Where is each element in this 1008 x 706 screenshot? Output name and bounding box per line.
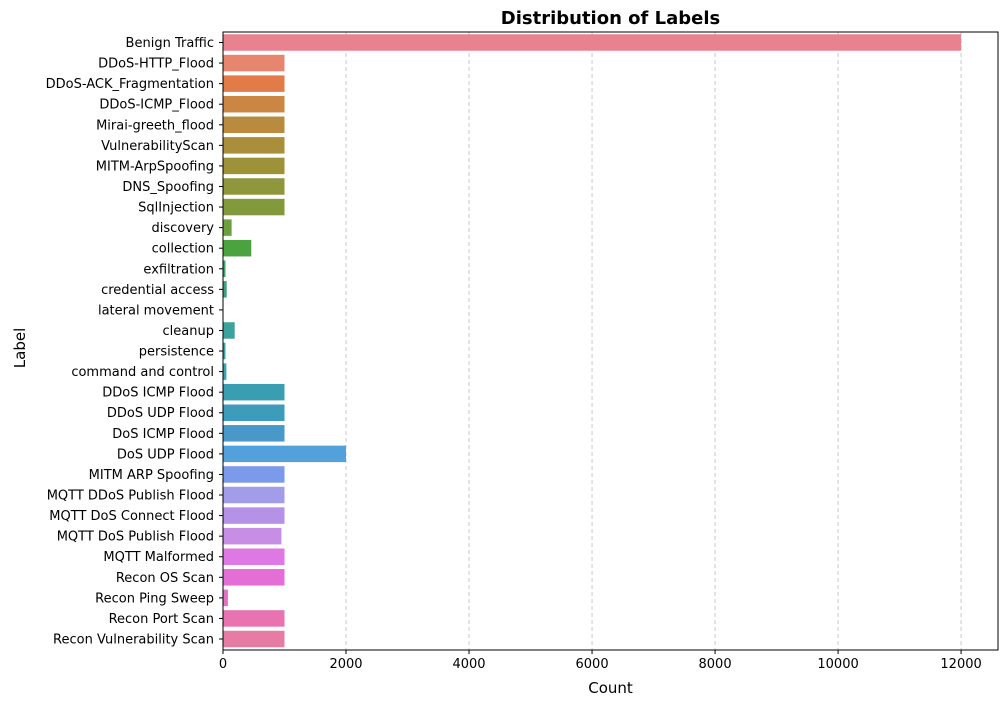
y-tick-label: DNS_Spoofing <box>122 180 214 195</box>
bar <box>223 610 285 627</box>
y-tick-label: Benign Traffic <box>126 36 214 51</box>
y-tick-label: Recon Ping Sweep <box>95 591 214 606</box>
bar <box>223 54 285 72</box>
y-tick-label: MITM-ArpSpoofing <box>96 159 214 174</box>
bar <box>223 507 285 524</box>
bar <box>223 425 285 442</box>
x-axis: 0 2000 4000 6000 8000 10000 12000 <box>219 650 982 672</box>
x-tick-label: 4000 <box>452 657 485 672</box>
chart-title: Distribution of Labels <box>501 8 720 29</box>
bar <box>223 157 285 175</box>
y-tick-label: DDoS-ICMP_Flood <box>99 98 214 113</box>
x-axis-title: Count <box>588 679 633 697</box>
y-tick-label: MQTT DDoS Publish Flood <box>47 489 214 504</box>
bar <box>223 527 282 545</box>
bars <box>223 34 962 648</box>
y-tick-label: DDoS-ACK_Fragmentation <box>46 77 214 92</box>
x-tick-label: 10000 <box>817 657 858 672</box>
bar <box>223 569 285 586</box>
y-tick-label: MQTT Malformed <box>103 550 214 565</box>
bar <box>223 75 285 92</box>
bar <box>223 281 227 298</box>
y-tick-label: Recon Vulnerability Scan <box>53 633 214 648</box>
y-axis-title: Label <box>11 328 29 368</box>
bar <box>223 178 285 195</box>
y-tick-label: MQTT DoS Publish Flood <box>57 530 214 545</box>
y-tick-label: MQTT DoS Connect Flood <box>49 509 214 524</box>
y-tick-label: DDoS-HTTP_Flood <box>98 57 214 72</box>
bar <box>223 404 285 421</box>
y-tick-label: Recon OS Scan <box>116 571 214 586</box>
bar <box>223 630 285 648</box>
y-tick-label: persistence <box>139 345 214 360</box>
y-tick-label: DDoS ICMP Flood <box>102 386 214 401</box>
x-tick-label: 6000 <box>576 657 609 672</box>
x-tick-label: 2000 <box>329 657 362 672</box>
y-tick-label: cleanup <box>163 324 214 339</box>
y-axis: Benign Traffic DDoS-HTTP_Flood DDoS-ACK_Fr… <box>46 36 223 648</box>
y-tick-label: collection <box>152 242 214 257</box>
y-tick-label: DoS UDP Flood <box>117 447 214 462</box>
y-tick-label: lateral movement <box>98 303 214 318</box>
y-tick-label: Recon Port Scan <box>109 612 214 627</box>
y-tick-label: exfiltration <box>143 262 214 277</box>
bar <box>223 137 285 154</box>
y-tick-label: MITM ARP Spoofing <box>89 468 214 483</box>
y-tick-label: DoS ICMP Flood <box>112 427 214 442</box>
bar <box>223 198 285 216</box>
y-tick-label: VulnerabilityScan <box>101 139 214 154</box>
bar <box>223 260 226 278</box>
bar <box>223 34 962 51</box>
bar <box>223 363 227 380</box>
y-tick-label: SqlInjection <box>138 201 214 216</box>
x-tick-label: 12000 <box>940 657 981 672</box>
bar <box>223 383 285 401</box>
gridlines <box>345 32 962 650</box>
x-tick-label: 8000 <box>699 657 732 672</box>
bar <box>223 219 232 236</box>
bar <box>223 322 235 339</box>
plot-frame <box>222 31 999 651</box>
bar <box>223 342 226 360</box>
y-tick-label: discovery <box>152 221 215 236</box>
bar <box>223 239 252 257</box>
bar <box>223 466 285 483</box>
bar <box>223 95 285 113</box>
bar <box>223 548 285 565</box>
bar <box>223 116 285 134</box>
y-tick-label: DDoS UDP Flood <box>107 406 214 421</box>
y-tick-label: Mirai-greeth_flood <box>96 118 214 133</box>
bar <box>223 589 228 607</box>
bar <box>223 445 347 463</box>
x-tick-label: 0 <box>219 657 227 672</box>
bar <box>223 486 285 504</box>
y-tick-label: command and control <box>71 365 214 380</box>
y-tick-label: credential access <box>101 283 214 298</box>
